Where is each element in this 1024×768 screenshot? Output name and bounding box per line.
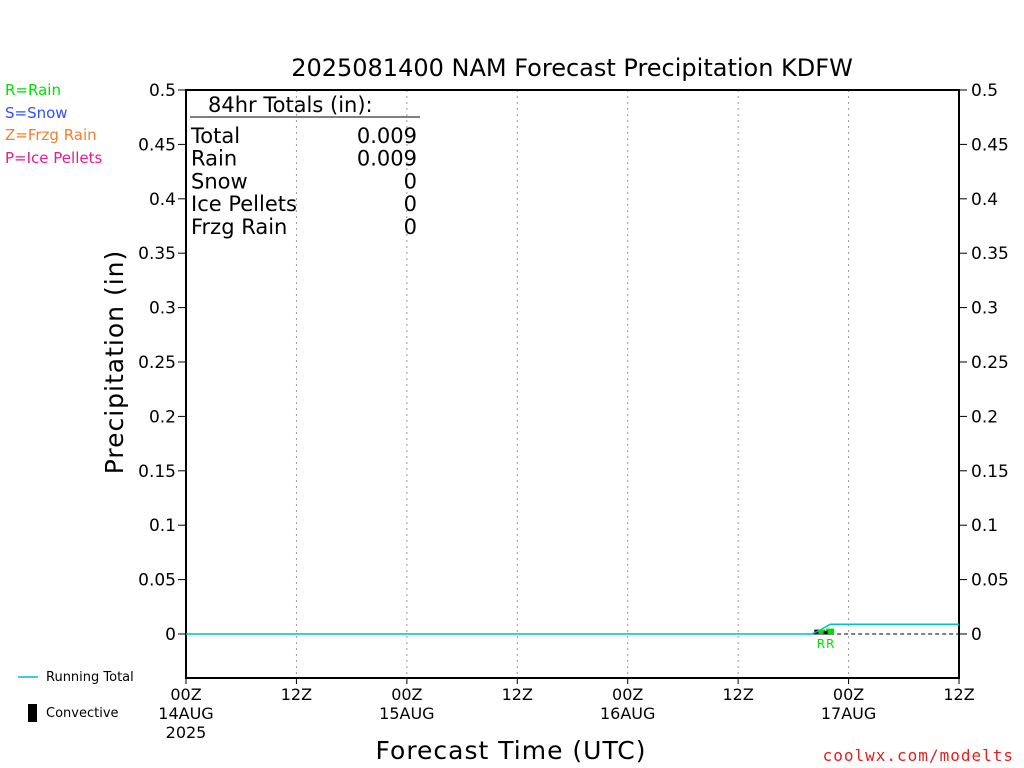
x-tick-date: 14AUG bbox=[158, 704, 213, 723]
y-tick-label-left: 0.25 bbox=[138, 353, 176, 373]
y-tick-label-right: 0.5 bbox=[971, 81, 998, 101]
y-axis-label: Precipitation (in) bbox=[100, 250, 129, 475]
x-tick-label: 00Z bbox=[612, 685, 643, 704]
y-tick-label-left: 0 bbox=[165, 625, 176, 645]
y-tick-label-right: 0.35 bbox=[971, 244, 1009, 264]
plot-frame bbox=[185, 89, 960, 679]
totals-row-value: 0 bbox=[404, 215, 417, 239]
convective-legend-swatch bbox=[28, 704, 37, 722]
y-tick-label-left: 0.35 bbox=[138, 244, 176, 264]
totals-row-value: 0.009 bbox=[357, 147, 417, 171]
legend-ice-pellets: P=Ice Pellets bbox=[5, 149, 103, 167]
y-tick-label-left: 0.05 bbox=[138, 571, 176, 591]
totals-row-value: 0.009 bbox=[357, 124, 417, 148]
y-tick-label-left: 0.15 bbox=[138, 462, 176, 482]
x-tick-label: 12Z bbox=[943, 685, 974, 704]
y-tick-label-left: 0.5 bbox=[149, 81, 176, 101]
x-tick-label: 00Z bbox=[833, 685, 864, 704]
precip-bar bbox=[826, 628, 835, 634]
convective-legend-label: Convective bbox=[46, 706, 119, 721]
precip-type-label: R bbox=[826, 637, 834, 651]
y-tick-label-right: 0.05 bbox=[971, 571, 1009, 591]
x-tick-label: 12Z bbox=[502, 685, 533, 704]
y-tick-label-left: 0.1 bbox=[149, 516, 176, 536]
precip-bar bbox=[816, 629, 825, 634]
totals-row-label: Rain bbox=[191, 147, 237, 171]
x-axis-label: Forecast Time (UTC) bbox=[376, 736, 647, 765]
y-tick-label-right: 0.25 bbox=[971, 353, 1009, 373]
y-tick-label-right: 0.4 bbox=[971, 190, 998, 210]
totals-row-label: Ice Pellets bbox=[191, 192, 297, 216]
x-tick-year: 2025 bbox=[166, 723, 207, 742]
x-tick-label: 12Z bbox=[722, 685, 753, 704]
totals-row-label: Snow bbox=[191, 169, 248, 193]
y-tick-label-left: 0.3 bbox=[149, 299, 176, 319]
y-tick-label-right: 0.2 bbox=[971, 407, 998, 427]
totals-row-label: Total bbox=[190, 124, 240, 148]
x-tick-date: 15AUG bbox=[379, 704, 434, 723]
running-total-line bbox=[186, 623, 959, 635]
totals-row-value: 0 bbox=[404, 169, 417, 193]
legend-snow: S=Snow bbox=[5, 104, 68, 122]
x-tick-label: 12Z bbox=[281, 685, 312, 704]
y-tick-label-left: 0.45 bbox=[138, 135, 176, 155]
y-tick-label-right: 0.45 bbox=[971, 135, 1009, 155]
y-tick-label-right: 0.15 bbox=[971, 462, 1009, 482]
x-tick-date: 17AUG bbox=[821, 704, 876, 723]
y-tick-label-right: 0.3 bbox=[971, 299, 998, 319]
x-tick-date: 16AUG bbox=[600, 704, 655, 723]
precip-type-label: R bbox=[817, 637, 825, 651]
chart-title: 2025081400 NAM Forecast Precipitation KD… bbox=[291, 54, 853, 82]
credit-text: coolwx.com/modelts bbox=[822, 746, 1014, 765]
legend-frzg-rain: Z=Frzg Rain bbox=[5, 126, 97, 144]
convective-bar bbox=[823, 630, 828, 634]
legend-rain: R=Rain bbox=[5, 81, 61, 99]
totals-row-label: Frzg Rain bbox=[191, 215, 287, 239]
x-tick-label: 00Z bbox=[391, 685, 422, 704]
running-total-legend-label: Running Total bbox=[46, 670, 134, 685]
y-tick-label-left: 0.4 bbox=[149, 190, 176, 210]
totals-row-value: 0 bbox=[404, 192, 417, 216]
totals-header: 84hr Totals (in): bbox=[208, 93, 373, 117]
x-tick-label: 00Z bbox=[170, 685, 201, 704]
y-tick-label-right: 0 bbox=[971, 625, 982, 645]
y-tick-label-left: 0.2 bbox=[149, 407, 176, 427]
y-tick-label-right: 0.1 bbox=[971, 516, 998, 536]
